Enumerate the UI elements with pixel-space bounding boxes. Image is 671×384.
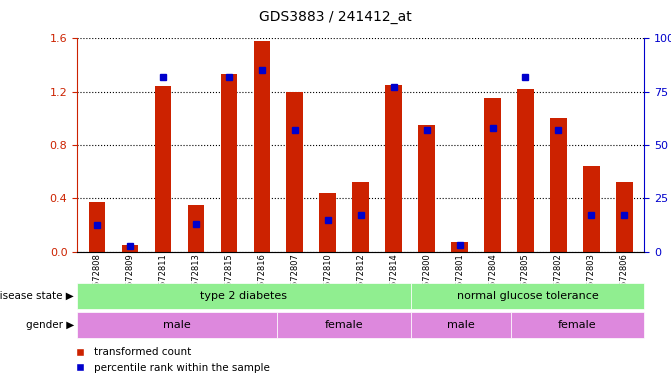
Bar xyxy=(452,242,468,252)
Bar xyxy=(188,205,204,252)
Text: gender ▶: gender ▶ xyxy=(25,320,74,330)
Text: female: female xyxy=(325,320,363,330)
Text: male: male xyxy=(447,320,474,330)
Legend: transformed count, percentile rank within the sample: transformed count, percentile rank withi… xyxy=(66,343,274,377)
Bar xyxy=(352,182,369,252)
Text: GDS3883 / 241412_at: GDS3883 / 241412_at xyxy=(259,10,412,23)
Text: disease state ▶: disease state ▶ xyxy=(0,291,74,301)
Text: type 2 diabetes: type 2 diabetes xyxy=(201,291,287,301)
Bar xyxy=(550,118,567,252)
Bar xyxy=(418,125,435,252)
Bar xyxy=(254,41,270,252)
Bar xyxy=(287,92,303,252)
Text: normal glucose tolerance: normal glucose tolerance xyxy=(456,291,599,301)
Text: male: male xyxy=(163,320,191,330)
Bar xyxy=(154,86,171,252)
Bar xyxy=(121,245,138,252)
Text: female: female xyxy=(558,320,597,330)
Bar xyxy=(583,166,600,252)
Bar xyxy=(484,98,501,252)
Bar xyxy=(319,193,336,252)
Bar xyxy=(385,85,402,252)
Bar xyxy=(221,74,237,252)
Bar xyxy=(517,89,533,252)
Bar xyxy=(616,182,633,252)
Bar xyxy=(89,202,105,252)
